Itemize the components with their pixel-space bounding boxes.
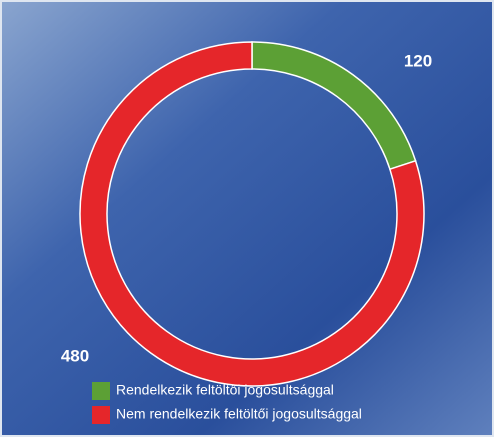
legend-swatch xyxy=(92,406,110,424)
legend-swatch xyxy=(92,382,110,400)
legend-label: Rendelkezik feltöltői jogosultsággal xyxy=(116,382,334,398)
data-label: 120 xyxy=(404,51,432,70)
data-label: 480 xyxy=(61,346,89,365)
donut-slice xyxy=(79,41,425,387)
legend-label: Nem rendelkezik feltöltői jogosultsággal xyxy=(116,406,362,422)
